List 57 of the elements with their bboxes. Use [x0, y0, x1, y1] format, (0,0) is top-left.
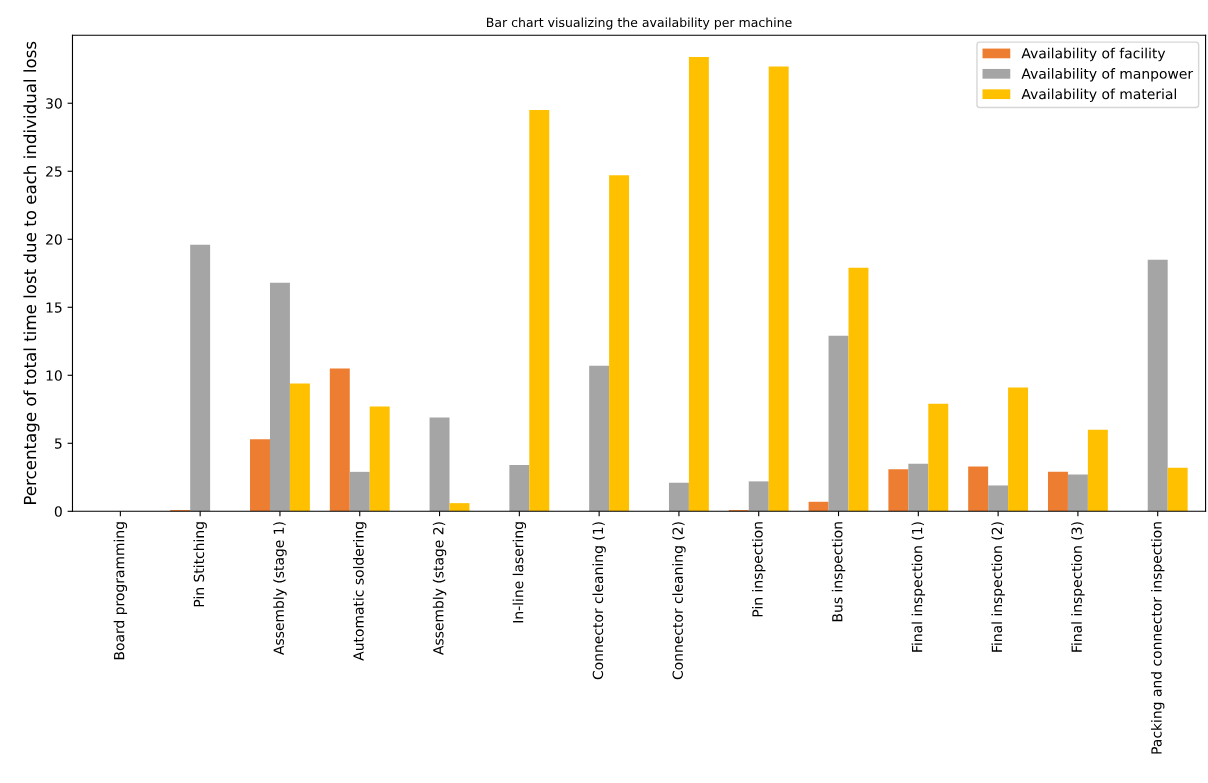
bar [529, 110, 550, 512]
bar [509, 465, 530, 512]
x-tick-label: Connector cleaning (1) [592, 522, 606, 680]
bar [968, 466, 989, 512]
legend-label: Availability of manpower [1021, 68, 1194, 82]
x-tick-label: Final inspection (3) [1071, 522, 1085, 652]
bar [589, 365, 610, 512]
bar [928, 403, 949, 512]
bar [429, 417, 450, 512]
bar [748, 481, 769, 512]
chart-title: Bar chart visualizing the availability per machine [487, 17, 792, 30]
bar [888, 469, 909, 512]
bar [1047, 471, 1068, 512]
x-tick-label: Packing and connector inspection [1150, 522, 1165, 754]
legend-label: Availability of material [1021, 88, 1176, 102]
y-tick-label: 20 [46, 234, 62, 245]
x-tick-label: Board programming [113, 522, 128, 660]
bar [768, 66, 789, 512]
bar [668, 482, 689, 512]
bar [1067, 474, 1088, 512]
bar [289, 383, 310, 512]
bar [688, 57, 709, 512]
bar [1008, 387, 1029, 512]
y-tick-label: 10 [46, 370, 62, 381]
x-tick-label: Automatic soldering [353, 522, 367, 661]
bar [449, 503, 470, 512]
y-tick-label: 15 [46, 302, 62, 313]
bar [1167, 467, 1188, 512]
y-tick-label: 5 [54, 438, 62, 449]
legend-label: Availability of facility [1021, 47, 1166, 62]
y-tick-label: 0 [54, 506, 62, 517]
bar [988, 485, 1009, 512]
bar [1087, 429, 1108, 512]
bar [808, 501, 829, 512]
bar [190, 244, 211, 512]
x-tick-label: Final inspection (1) [911, 522, 926, 652]
bar [349, 471, 370, 512]
bar [329, 368, 350, 512]
bar [269, 282, 290, 512]
bar [828, 335, 849, 512]
x-tick-label: Assembly (stage 2) [432, 522, 447, 655]
bar [1147, 259, 1168, 512]
y-tick-label: 25 [46, 166, 62, 177]
x-tick-label: Pin Stitching [193, 522, 207, 607]
bar [908, 463, 929, 512]
x-tick-label: Pin inspection [752, 522, 766, 617]
bar [250, 439, 270, 512]
x-tick-label: In-line lasering [512, 522, 527, 623]
x-tick-label: Connector cleaning (2) [672, 522, 686, 680]
y-axis-title: Percentage of total time lost due to each individual loss [23, 41, 40, 504]
bar [609, 175, 630, 512]
x-tick-label: Assembly (stage 1) [273, 522, 287, 655]
bar [848, 267, 869, 512]
x-tick-label: Final inspection (2) [991, 522, 1005, 652]
y-tick-label: 30 [46, 98, 62, 109]
bar [369, 406, 390, 512]
x-tick-label: Bus inspection [831, 522, 846, 622]
